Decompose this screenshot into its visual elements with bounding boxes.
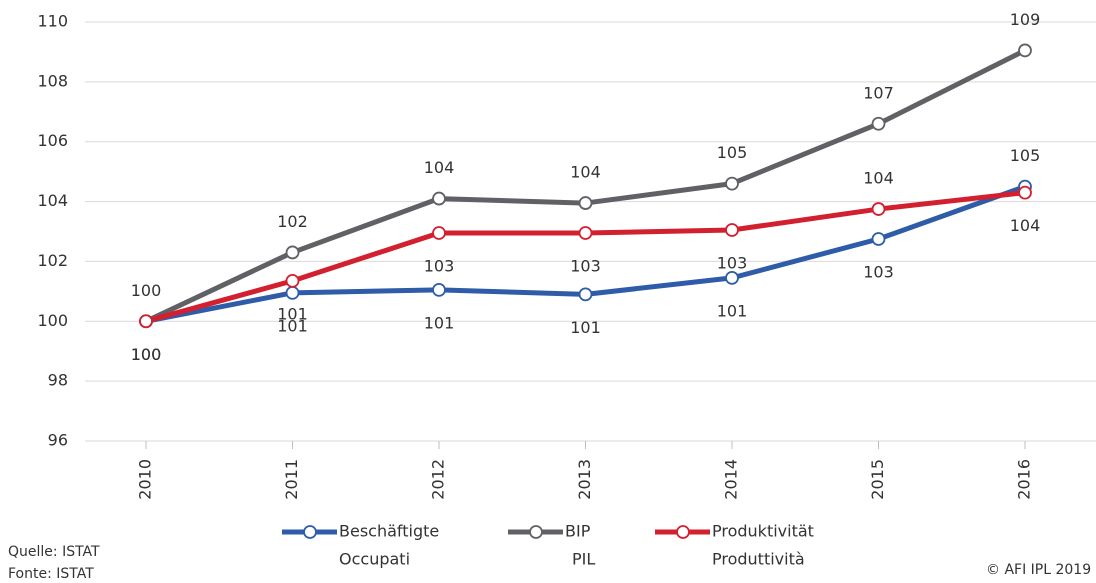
point-marker (725, 270, 739, 285)
point-marker (871, 202, 886, 216)
data-label: 100 (131, 281, 162, 300)
legend-label: PIL (572, 550, 595, 569)
y-tick-label: 100 (37, 311, 68, 330)
data-label: 103 (424, 256, 455, 275)
data-label: 101 (570, 318, 601, 337)
legend-label: Beschäftigte (339, 522, 439, 541)
point-marker (578, 196, 593, 210)
legend-label: Produktivität (712, 522, 814, 541)
data-label: 100 (131, 345, 162, 364)
point-marker (1018, 185, 1032, 200)
legend-label: Produttività (712, 550, 805, 569)
legend-label: BIP (565, 522, 591, 541)
point-marker (725, 223, 739, 237)
y-tick-label: 110 (37, 12, 68, 31)
data-label: 101 (717, 301, 748, 320)
data-label: 109 (1010, 10, 1041, 29)
legend-label: Occupati (339, 550, 410, 569)
copyright: © AFI IPL 2019 (986, 562, 1091, 578)
point-marker (871, 116, 886, 131)
y-tick-label: 104 (37, 191, 68, 210)
x-tick-label: 2011 (282, 459, 301, 500)
source: Quelle: ISTAT (8, 544, 100, 560)
point-marker (432, 282, 446, 297)
point-marker (285, 273, 300, 288)
point-marker (578, 287, 593, 302)
x-tick-label: 2016 (1015, 459, 1034, 500)
data-label: 101 (277, 304, 308, 323)
point-marker (285, 245, 300, 260)
data-label: 104 (863, 169, 894, 188)
y-tick-label: 108 (37, 71, 68, 90)
data-label: 100 (131, 345, 162, 364)
x-tick-label: 2015 (868, 459, 887, 500)
data-label: 102 (277, 212, 308, 231)
point-marker (285, 285, 300, 300)
data-label: 101 (424, 313, 455, 332)
point-marker (432, 191, 446, 206)
data-label: 103 (570, 256, 601, 275)
x-tick-label: 2014 (722, 459, 741, 500)
point-marker (1018, 43, 1032, 58)
point-marker (725, 176, 739, 191)
data-label: 103 (717, 254, 748, 273)
data-label: 107 (863, 83, 894, 102)
point-marker (578, 226, 593, 240)
data-label: 104 (1010, 216, 1041, 235)
point-marker (871, 232, 886, 246)
legend-marker (303, 525, 317, 539)
data-label: 103 (863, 262, 894, 281)
y-tick-label: 102 (37, 251, 68, 270)
y-tick-label: 96 (48, 431, 68, 450)
legend-marker (676, 525, 690, 539)
data-label: 104 (570, 163, 601, 182)
point-marker (432, 226, 446, 240)
data-label: 101 (277, 316, 308, 335)
data-label: 105 (1010, 146, 1041, 165)
data-label: 105 (717, 143, 748, 162)
x-tick-label: 2010 (136, 459, 155, 500)
x-tick-label: 2013 (575, 459, 594, 500)
y-tick-label: 98 (48, 371, 68, 390)
y-tick-label: 106 (37, 131, 68, 150)
legend-marker (529, 525, 543, 539)
source: Fonte: ISTAT (8, 566, 94, 582)
point-marker (139, 314, 153, 329)
data-label: 104 (424, 158, 455, 177)
x-tick-label: 2012 (429, 459, 448, 500)
